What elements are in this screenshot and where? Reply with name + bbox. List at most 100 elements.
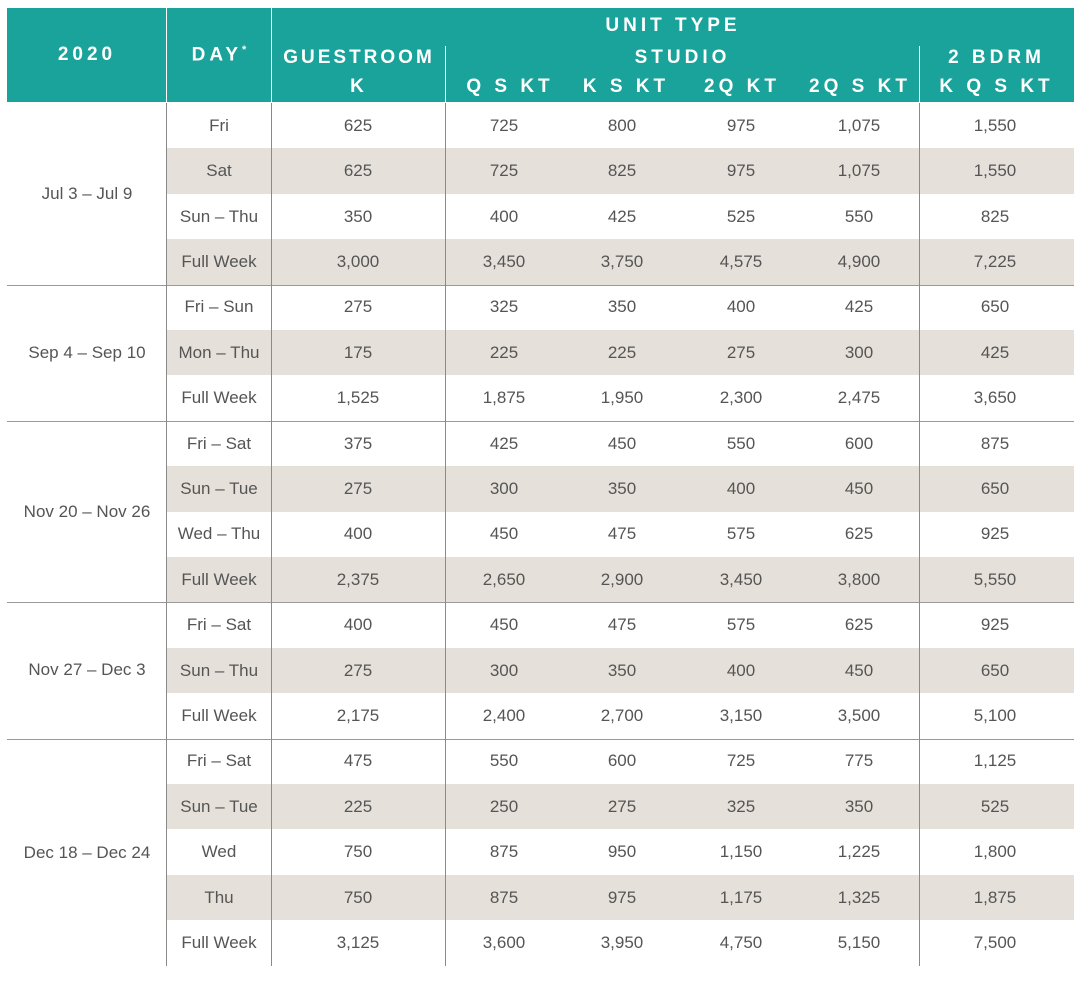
- group-separator: [7, 602, 1074, 604]
- rate-cell: 875: [489, 887, 519, 907]
- rate-cell: 800: [607, 115, 637, 135]
- rate-cell: 400: [489, 206, 519, 226]
- rate-cell: 350: [607, 478, 637, 498]
- rate-cell: 275: [726, 342, 756, 362]
- rate-cell: 825: [980, 206, 1010, 226]
- rate-cell: 550: [726, 433, 756, 453]
- rate-cell: 275: [343, 478, 373, 498]
- rate-cell: 875: [489, 842, 519, 862]
- day-cell: Full Week: [181, 932, 257, 952]
- rate-cell: 2,900: [600, 569, 644, 589]
- header-day-mark: *: [242, 44, 247, 56]
- rate-cell: 2,175: [336, 705, 380, 725]
- header-year: 2020: [57, 44, 117, 65]
- day-cell: Fri – Sun: [184, 297, 254, 317]
- day-cell: Sun – Tue: [180, 478, 258, 498]
- header-divider: [445, 46, 446, 102]
- header-studio-k-s-kt: K S KT: [582, 76, 670, 97]
- rate-cell: 400: [726, 297, 756, 317]
- rate-cell: 425: [607, 206, 637, 226]
- rate-cell: 975: [726, 115, 756, 135]
- rate-cell: 400: [343, 615, 373, 635]
- rate-cell: 350: [343, 206, 373, 226]
- rate-cell: 1,800: [973, 842, 1017, 862]
- group-date-range: Nov 20 – Nov 26: [23, 501, 151, 521]
- day-cell: Sun – Tue: [180, 796, 258, 816]
- rate-cell: 625: [844, 615, 874, 635]
- rate-cell: 550: [844, 206, 874, 226]
- rate-cell: 350: [607, 660, 637, 680]
- rate-cell: 525: [726, 206, 756, 226]
- rate-cell: 2,700: [600, 705, 644, 725]
- rate-cell: 450: [844, 478, 874, 498]
- table-row: [167, 874, 1074, 921]
- rate-cell: 625: [844, 524, 874, 544]
- header-studio-q-s-kt: Q S KT: [466, 76, 554, 97]
- rate-cell: 1,150: [719, 842, 763, 862]
- rate-cell: 225: [343, 796, 373, 816]
- group-date-range: Nov 27 – Dec 3: [28, 660, 146, 680]
- rate-cell: 950: [607, 842, 637, 862]
- day-cell: Fri – Sat: [186, 751, 252, 771]
- rate-cell: 400: [726, 478, 756, 498]
- day-cell: Full Week: [181, 388, 257, 408]
- day-cell: Sat: [206, 161, 232, 181]
- rate-cell: 1,175: [719, 887, 763, 907]
- rate-cell: 650: [980, 297, 1010, 317]
- rate-cell: 625: [343, 161, 373, 181]
- rate-cell: 450: [844, 660, 874, 680]
- rate-cell: 325: [489, 297, 519, 317]
- header-studio-2q-kt: 2Q KT: [704, 76, 780, 97]
- day-cell: Full Week: [181, 251, 257, 271]
- rate-cell: 1,075: [837, 115, 881, 135]
- rate-cell: 5,550: [973, 569, 1017, 589]
- rate-cell: 450: [489, 615, 519, 635]
- rate-cell: 1,950: [600, 388, 644, 408]
- rate-cell: 3,800: [837, 569, 881, 589]
- group-date-range: Jul 3 – Jul 9: [41, 184, 133, 203]
- header-studio-2q-s-kt: 2Q S KT: [809, 76, 911, 97]
- rate-cell: 475: [343, 751, 373, 771]
- table-header: 2020 DAY* UNIT TYPE STUDIO GUESTROOM K Q…: [7, 8, 1074, 102]
- rate-cell: 925: [980, 615, 1010, 635]
- rate-cell: 1,550: [973, 115, 1017, 135]
- rate-cell: 1,875: [482, 388, 526, 408]
- rate-cell: 450: [489, 524, 519, 544]
- rate-cell: 975: [726, 161, 756, 181]
- rate-cell: 425: [489, 433, 519, 453]
- rate-cell: 2,475: [837, 388, 881, 408]
- header-divider: [166, 8, 167, 102]
- rate-cell: 3,150: [719, 705, 763, 725]
- rate-cell: 475: [607, 524, 637, 544]
- rate-cell: 375: [343, 433, 373, 453]
- rate-cell: 325: [726, 796, 756, 816]
- table-row: [167, 466, 1074, 512]
- rate-cell: 550: [489, 751, 519, 771]
- rate-cell: 4,575: [719, 251, 763, 271]
- table-row: [167, 148, 1074, 194]
- header-divider: [271, 8, 272, 102]
- rate-cell: 3,600: [482, 932, 526, 952]
- rate-cell: 825: [607, 161, 637, 181]
- rate-cell: 7,225: [973, 251, 1017, 271]
- header-2bdrm-sub: K Q S KT: [939, 76, 1054, 97]
- rate-cell: 1,325: [837, 887, 881, 907]
- table-row: [167, 330, 1074, 376]
- header-guestroom: GUESTROOM: [283, 47, 435, 68]
- rate-cell: 775: [844, 751, 874, 771]
- header-divider: [919, 46, 920, 102]
- rate-cell: 275: [343, 297, 373, 317]
- header-studio: STUDIO: [634, 47, 731, 68]
- rate-cell: 5,100: [973, 705, 1017, 725]
- group-separator: [7, 420, 1074, 422]
- rate-cell: 2,400: [482, 705, 526, 725]
- rate-cell: 725: [489, 115, 519, 135]
- rate-cell: 975: [607, 887, 637, 907]
- day-cell: Mon – Thu: [178, 342, 260, 362]
- group-date-range: Dec 18 – Dec 24: [23, 842, 151, 862]
- rate-cell: 5,150: [837, 932, 881, 952]
- header-day: DAY*: [167, 44, 271, 66]
- rate-cell: 2,650: [482, 569, 526, 589]
- rate-cell: 650: [980, 478, 1010, 498]
- rate-cell: 2,375: [336, 569, 380, 589]
